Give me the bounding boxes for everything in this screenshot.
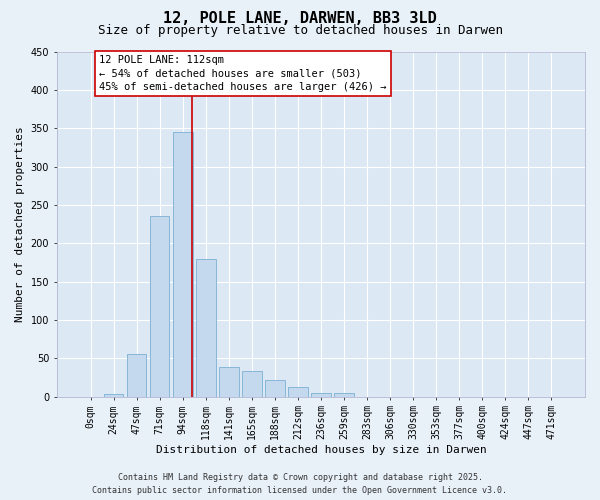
Bar [104, 394, 124, 396]
Bar [334, 392, 354, 396]
Text: 12 POLE LANE: 112sqm
← 54% of detached houses are smaller (503)
45% of semi-deta: 12 POLE LANE: 112sqm ← 54% of detached h… [100, 56, 387, 92]
Bar [150, 216, 169, 396]
Bar [242, 372, 262, 396]
X-axis label: Distribution of detached houses by size in Darwen: Distribution of detached houses by size … [155, 445, 486, 455]
Bar [311, 392, 331, 396]
Bar [196, 258, 215, 396]
Bar [127, 354, 146, 397]
Bar [265, 380, 284, 396]
Y-axis label: Number of detached properties: Number of detached properties [15, 126, 25, 322]
Text: Size of property relative to detached houses in Darwen: Size of property relative to detached ho… [97, 24, 503, 37]
Text: Contains HM Land Registry data © Crown copyright and database right 2025.
Contai: Contains HM Land Registry data © Crown c… [92, 474, 508, 495]
Bar [173, 132, 193, 396]
Text: 12, POLE LANE, DARWEN, BB3 3LD: 12, POLE LANE, DARWEN, BB3 3LD [163, 11, 437, 26]
Bar [288, 386, 308, 396]
Bar [219, 368, 239, 396]
